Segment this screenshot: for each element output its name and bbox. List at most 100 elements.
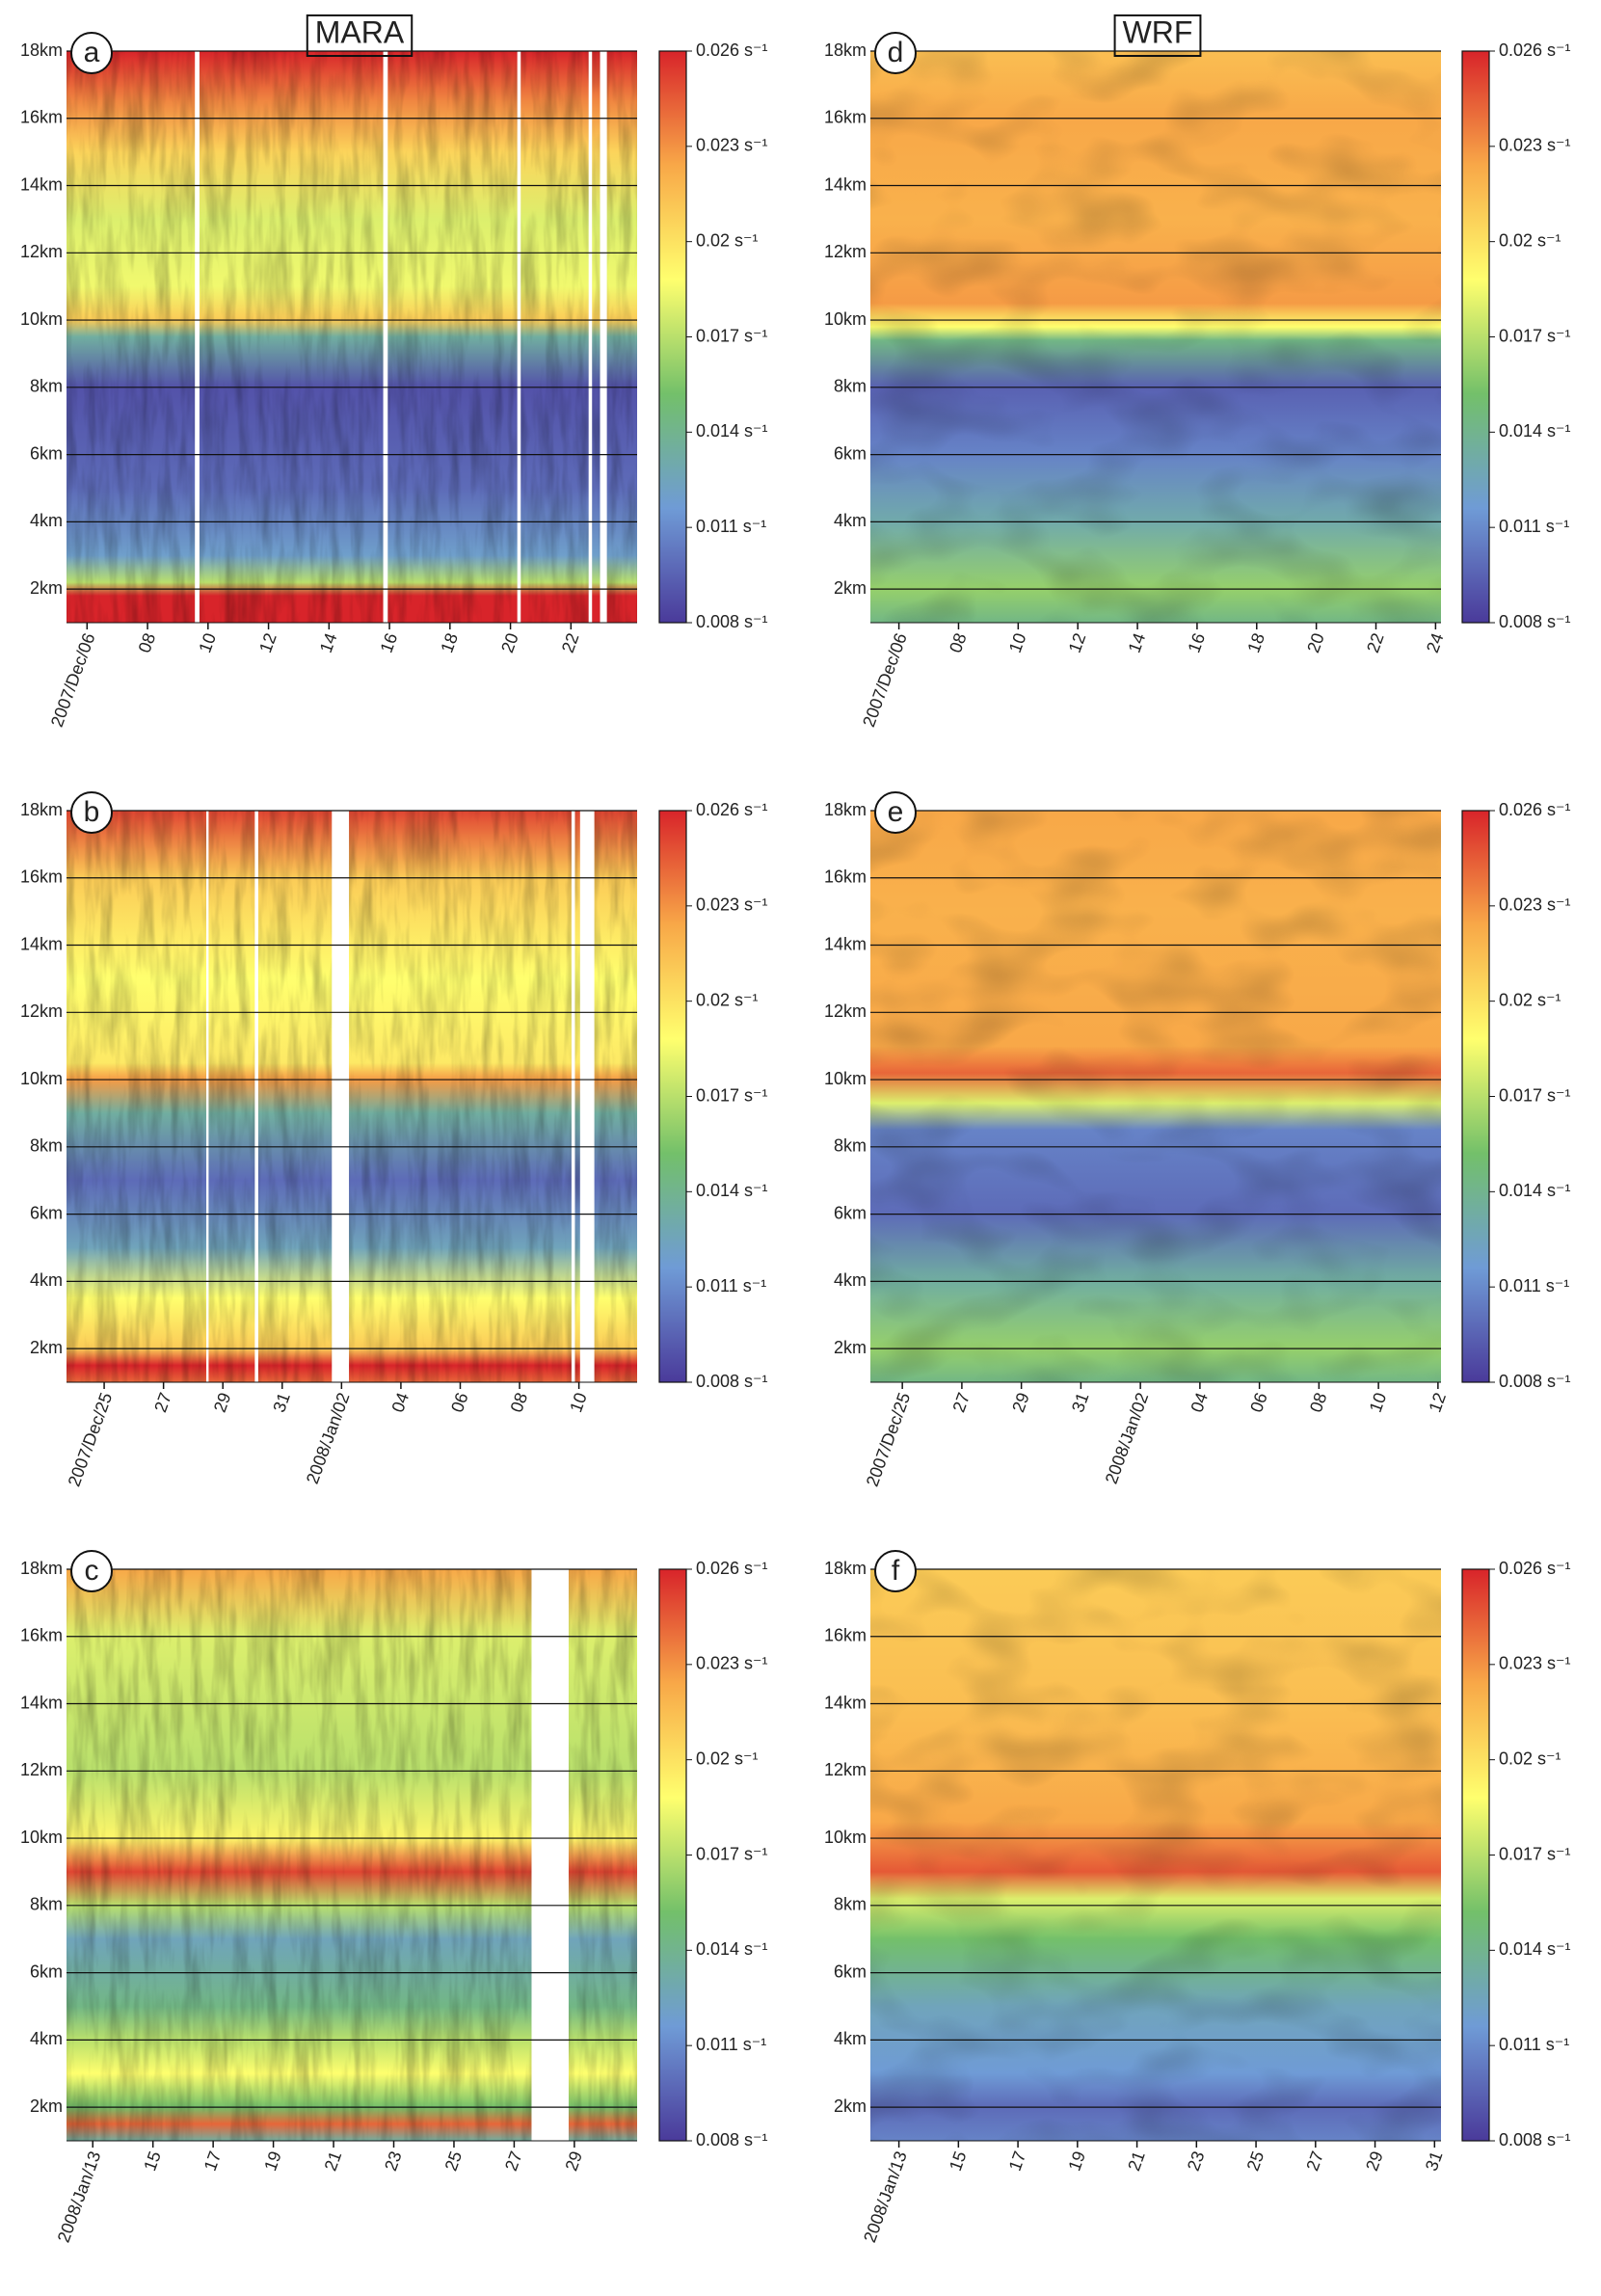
colorbar-tick-label: 0.011 s⁻¹ xyxy=(696,517,766,536)
x-tick-label: 21 xyxy=(1124,2149,1149,2174)
x-tick-label: 21 xyxy=(321,2149,346,2174)
panel-letter: a xyxy=(84,37,100,68)
x-tick-label: 12 xyxy=(255,630,280,655)
panel: 2km 4km 6km 8km 10km 12km 14km 16km 18km 2008/Jan… xyxy=(824,1550,1571,2245)
y-tick-label: 2km xyxy=(834,2096,867,2116)
panel: 2km 4km 6km 8km 10km 12km 14km 16km 18km 2008/Jan… xyxy=(20,1550,768,2245)
x-tick-label: 14 xyxy=(316,630,341,655)
data-gap xyxy=(579,811,595,1382)
colorbar-tick-label: 0.017 s⁻¹ xyxy=(1499,1085,1571,1105)
x-tick-label: 2008/Jan/02 xyxy=(1102,1390,1153,1486)
y-tick-label: 6km xyxy=(30,443,63,463)
y-tick-label: 12km xyxy=(20,1760,63,1779)
y-tick-label: 6km xyxy=(834,1203,867,1222)
y-tick-label: 12km xyxy=(824,242,867,261)
y-tick-label: 2km xyxy=(834,1338,867,1357)
colorbar-tick-label: 0.026 s⁻¹ xyxy=(696,40,768,60)
x-tick-label: 2007/Dec/25 xyxy=(863,1390,915,1489)
colorbar-tick-label: 0.014 s⁻¹ xyxy=(1499,1181,1571,1200)
y-tick-label: 2km xyxy=(30,578,63,598)
colorbar-tick-label: 0.017 s⁻¹ xyxy=(696,1085,768,1105)
colorbar-tick-label: 0.02 s⁻¹ xyxy=(1499,230,1561,250)
x-tick-label: 16 xyxy=(377,630,402,655)
y-tick-label: 2km xyxy=(30,2096,63,2116)
panel: 2km 4km 6km 8km 10km 12km 14km 16km 18km 2007/Dec… xyxy=(20,14,768,730)
colorbar-tick-label: 0.008 s⁻¹ xyxy=(696,2130,768,2149)
x-tick-label: 17 xyxy=(1005,2149,1030,2174)
x-tick-label: 31 xyxy=(269,1390,294,1415)
x-tick-label: 10 xyxy=(1366,1390,1391,1415)
y-tick-label: 18km xyxy=(20,1559,63,1578)
x-tick-label: 08 xyxy=(135,630,160,655)
y-tick-label: 18km xyxy=(824,800,867,819)
y-tick-label: 14km xyxy=(20,934,63,953)
colorbar-tick-label: 0.02 s⁻¹ xyxy=(696,990,759,1009)
x-tick-label: 29 xyxy=(1362,2149,1387,2174)
colorbar-tick-label: 0.008 s⁻¹ xyxy=(1499,1372,1571,1391)
x-tick-label: 10 xyxy=(566,1390,591,1415)
x-tick-label: 24 xyxy=(1423,630,1448,655)
x-tick-label: 08 xyxy=(507,1390,532,1415)
x-tick-label: 19 xyxy=(260,2149,285,2174)
x-tick-label: 29 xyxy=(1008,1390,1033,1415)
y-tick-label: 4km xyxy=(30,511,63,530)
y-tick-label: 14km xyxy=(20,174,63,194)
colorbar xyxy=(1461,810,1490,1383)
y-tick-label: 12km xyxy=(824,1001,867,1021)
y-tick-label: 6km xyxy=(30,1962,63,1981)
x-tick-label: 10 xyxy=(1005,630,1030,655)
panel-letter: d xyxy=(888,37,904,68)
colorbar-tick-label: 0.023 s⁻¹ xyxy=(1499,136,1571,155)
y-tick-label: 2km xyxy=(30,1338,63,1357)
heatmap-texture xyxy=(67,51,637,623)
colorbar xyxy=(658,1568,687,2142)
y-tick-label: 18km xyxy=(20,800,63,819)
x-tick-label: 15 xyxy=(946,2149,971,2174)
panel: 2km 4km 6km 8km 10km 12km 14km 16km 18km 2007/Dec… xyxy=(824,791,1571,1489)
y-tick-label: 4km xyxy=(834,511,867,530)
x-tick-label: 31 xyxy=(1068,1390,1093,1415)
x-tick-label: 29 xyxy=(561,2149,586,2174)
x-tick-label: 31 xyxy=(1422,2149,1447,2174)
colorbar-tick-label: 0.011 s⁻¹ xyxy=(1499,517,1569,536)
colorbar-tick-label: 0.011 s⁻¹ xyxy=(1499,1276,1569,1295)
y-tick-label: 6km xyxy=(834,443,867,463)
x-tick-label: 20 xyxy=(497,630,522,655)
data-gap xyxy=(531,1569,569,2141)
panel-title: MARA xyxy=(315,14,405,49)
panel-letter: c xyxy=(85,1555,99,1587)
heatmap-texture xyxy=(870,1569,1441,2141)
x-tick-label: 27 xyxy=(1302,2149,1327,2174)
colorbar-tick-label: 0.008 s⁻¹ xyxy=(696,1372,768,1391)
colorbar-tick-label: 0.02 s⁻¹ xyxy=(1499,1749,1561,1768)
x-tick-label: 04 xyxy=(1187,1390,1212,1415)
colorbar-tick-label: 0.02 s⁻¹ xyxy=(1499,990,1561,1009)
colorbar-tick-label: 0.008 s⁻¹ xyxy=(1499,2130,1571,2149)
data-gap xyxy=(517,51,521,623)
y-tick-label: 14km xyxy=(824,174,867,194)
y-tick-label: 8km xyxy=(30,1136,63,1156)
x-tick-label: 27 xyxy=(501,2149,526,2174)
colorbar-tick-label: 0.02 s⁻¹ xyxy=(696,230,759,250)
y-tick-label: 16km xyxy=(824,108,867,127)
x-tick-label: 14 xyxy=(1125,630,1150,655)
x-tick-label: 12 xyxy=(1425,1390,1450,1415)
y-tick-label: 10km xyxy=(824,309,867,329)
x-tick-label: 22 xyxy=(1363,630,1388,655)
x-tick-label: 16 xyxy=(1184,630,1209,655)
panel-letter-circle xyxy=(70,32,113,74)
panel-letter-circle xyxy=(70,791,113,834)
x-tick-label: 20 xyxy=(1303,630,1328,655)
colorbar-tick-label: 0.014 s⁻¹ xyxy=(1499,1939,1571,1959)
colorbar-tick-label: 0.017 s⁻¹ xyxy=(696,1844,768,1863)
heatmap-texture xyxy=(67,811,637,1382)
y-tick-label: 14km xyxy=(824,934,867,953)
x-tick-label: 18 xyxy=(437,630,462,655)
x-tick-label: 2008/Jan/13 xyxy=(860,2149,911,2245)
y-tick-label: 8km xyxy=(30,1895,63,1914)
colorbar-tick-label: 0.02 s⁻¹ xyxy=(696,1749,759,1768)
x-tick-label: 10 xyxy=(195,630,220,655)
data-gap xyxy=(254,811,258,1382)
x-tick-label: 08 xyxy=(946,630,971,655)
colorbar-tick-label: 0.008 s⁻¹ xyxy=(1499,612,1571,631)
